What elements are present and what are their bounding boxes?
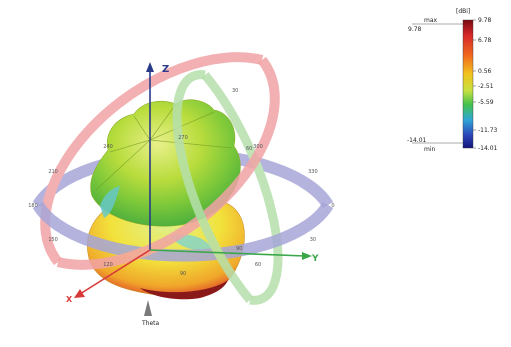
- blue-ring-label: 0: [331, 203, 334, 209]
- ring-tick-labels: 180 210 240 270 300 330 0 30 60 90 120 150 30 60 90: [28, 88, 334, 277]
- blue-ring-label: 150: [48, 237, 58, 243]
- green-ring-label: 90: [236, 246, 242, 252]
- colorbar-max-label: max: [424, 17, 438, 24]
- lobe-ridges: [95, 103, 233, 191]
- colorbar-min-label: min: [424, 146, 436, 153]
- colorbar-unit: [dBi]: [456, 8, 470, 15]
- colorbar-max-value: 9.78: [408, 26, 422, 33]
- x-axis-arrow: [74, 289, 85, 298]
- colorbar-tick-label: 0.56: [478, 68, 492, 75]
- blue-ring-label: 270: [178, 135, 188, 141]
- green-ring-label: 30: [232, 88, 238, 94]
- green-ring-front: [172, 70, 254, 303]
- red-ring-front: [56, 56, 280, 270]
- x-axis-label: X: [66, 295, 73, 304]
- rings-front: [32, 56, 334, 303]
- colorbar-tick-label: 6.78: [478, 37, 492, 44]
- colorbar-min-value: -14.01: [407, 137, 427, 144]
- colorbar: [dBi] max 9.78 9.78 6.78 0.56 -2.51 -5.59 -11…: [407, 8, 498, 153]
- y-axis-line: [149, 249, 306, 257]
- colorbar-tick-label: -2.51: [478, 83, 494, 90]
- lobe-underside: [140, 280, 228, 300]
- upper-lobe: [90, 99, 241, 227]
- green-ring-label: 60: [246, 146, 252, 152]
- x-axis-line: [79, 249, 151, 295]
- colorbar-tick-label: -14.01: [478, 145, 498, 152]
- z-axis-label: Z: [162, 64, 169, 75]
- z-axis-arrow: [146, 62, 154, 72]
- colorbar-tick-label: -5.59: [478, 99, 494, 106]
- blue-ring-label: 30: [310, 237, 316, 243]
- colorbar-ticks: 9.78 6.78 0.56 -2.51 -5.59 -11.73 -14.01: [473, 17, 498, 152]
- colorbar-gradient: [462, 19, 474, 149]
- blue-ring-label: 120: [103, 262, 113, 268]
- y-axis-label: Y: [311, 254, 319, 264]
- blue-ring-label: 90: [180, 271, 186, 277]
- blue-ring-front: [32, 201, 334, 262]
- blue-ring-label: 210: [48, 169, 58, 175]
- probe-label: Theta: [141, 320, 160, 327]
- probe-arrow-icon: [144, 300, 152, 316]
- green-ring-back: [201, 72, 283, 305]
- y-axis-arrow: [302, 252, 312, 260]
- blue-ring-label: 180: [28, 203, 38, 209]
- colorbar-tick-label: -11.73: [478, 127, 498, 134]
- blue-ring-label: 60: [255, 262, 261, 268]
- blue-ring-label: 330: [308, 169, 318, 175]
- coordinate-axes: Z Y X Theta: [66, 62, 319, 327]
- blue-ring-label: 240: [103, 144, 113, 150]
- red-ring-back: [40, 52, 264, 266]
- colorbar-tick-label: 9.78: [478, 17, 492, 24]
- lobe-cyan-patch-1: [100, 186, 120, 218]
- blue-ring-label: 300: [253, 144, 263, 150]
